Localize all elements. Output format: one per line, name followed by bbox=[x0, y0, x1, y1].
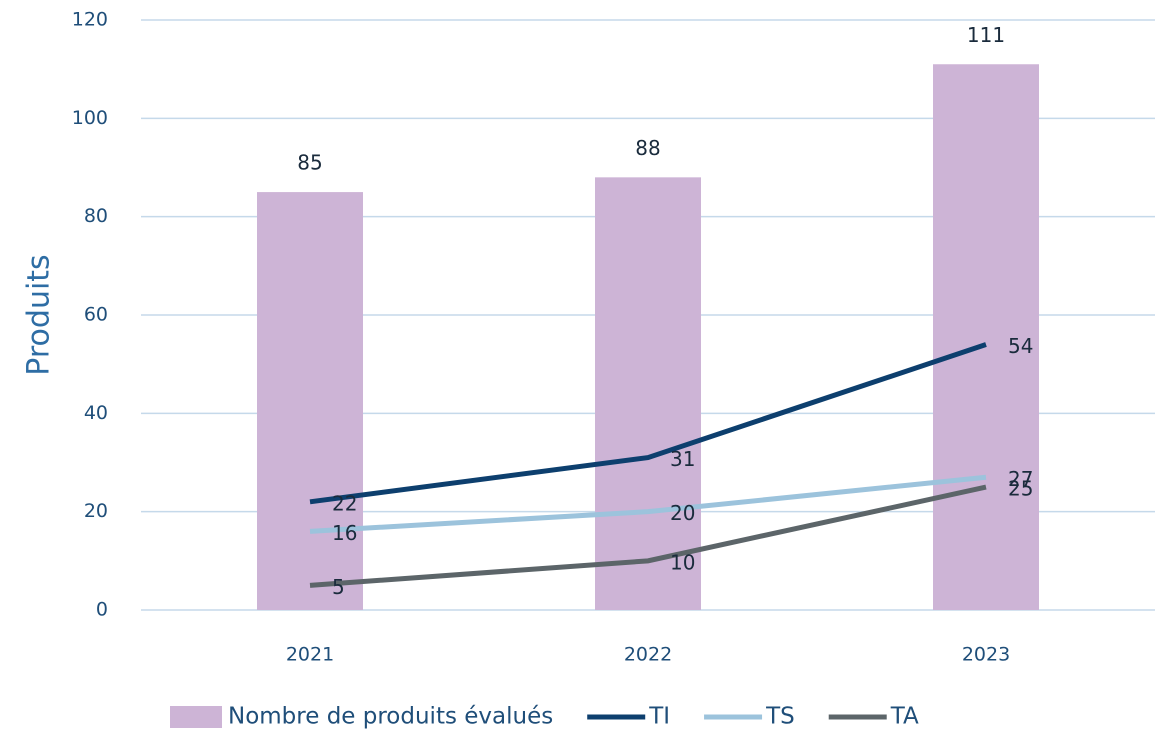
line-value-label: 16 bbox=[332, 521, 357, 545]
legend-label: Nombre de produits évalués bbox=[228, 704, 553, 730]
line-value-label: 27 bbox=[1008, 467, 1033, 491]
legend-label: TS bbox=[765, 704, 795, 730]
x-tick-label: 2023 bbox=[962, 644, 1010, 666]
x-tick-label: 2021 bbox=[286, 644, 334, 666]
line-value-label: 10 bbox=[670, 550, 695, 574]
line-value-label: 31 bbox=[670, 447, 695, 471]
bar-value-label: 85 bbox=[297, 151, 322, 175]
line-value-label: 25 bbox=[1008, 477, 1033, 501]
y-tick-label: 120 bbox=[72, 9, 108, 31]
bar bbox=[933, 64, 1039, 610]
y-tick-label: 100 bbox=[72, 107, 108, 129]
legend-label: TA bbox=[890, 704, 919, 730]
bar bbox=[595, 177, 701, 611]
bar bbox=[257, 192, 363, 611]
bar-value-label: 111 bbox=[967, 23, 1005, 47]
line bbox=[309, 474, 987, 534]
line-value-label: 5 bbox=[332, 575, 345, 599]
line bbox=[309, 484, 987, 588]
x-tick-label: 2022 bbox=[624, 644, 672, 666]
y-tick-label: 40 bbox=[84, 402, 108, 424]
y-axis-title: Produits bbox=[22, 254, 57, 375]
line-value-label: 22 bbox=[332, 491, 357, 515]
legend-swatch bbox=[170, 706, 222, 728]
line-value-label: 54 bbox=[1008, 334, 1033, 358]
line bbox=[309, 342, 987, 505]
bar-value-label: 88 bbox=[635, 136, 660, 160]
line-value-label: 20 bbox=[670, 501, 695, 525]
y-tick-label: 20 bbox=[84, 500, 108, 522]
y-tick-label: 0 bbox=[96, 599, 108, 621]
y-tick-label: 80 bbox=[84, 205, 108, 227]
y-tick-label: 60 bbox=[84, 304, 108, 326]
legend-label: TI bbox=[648, 704, 670, 730]
